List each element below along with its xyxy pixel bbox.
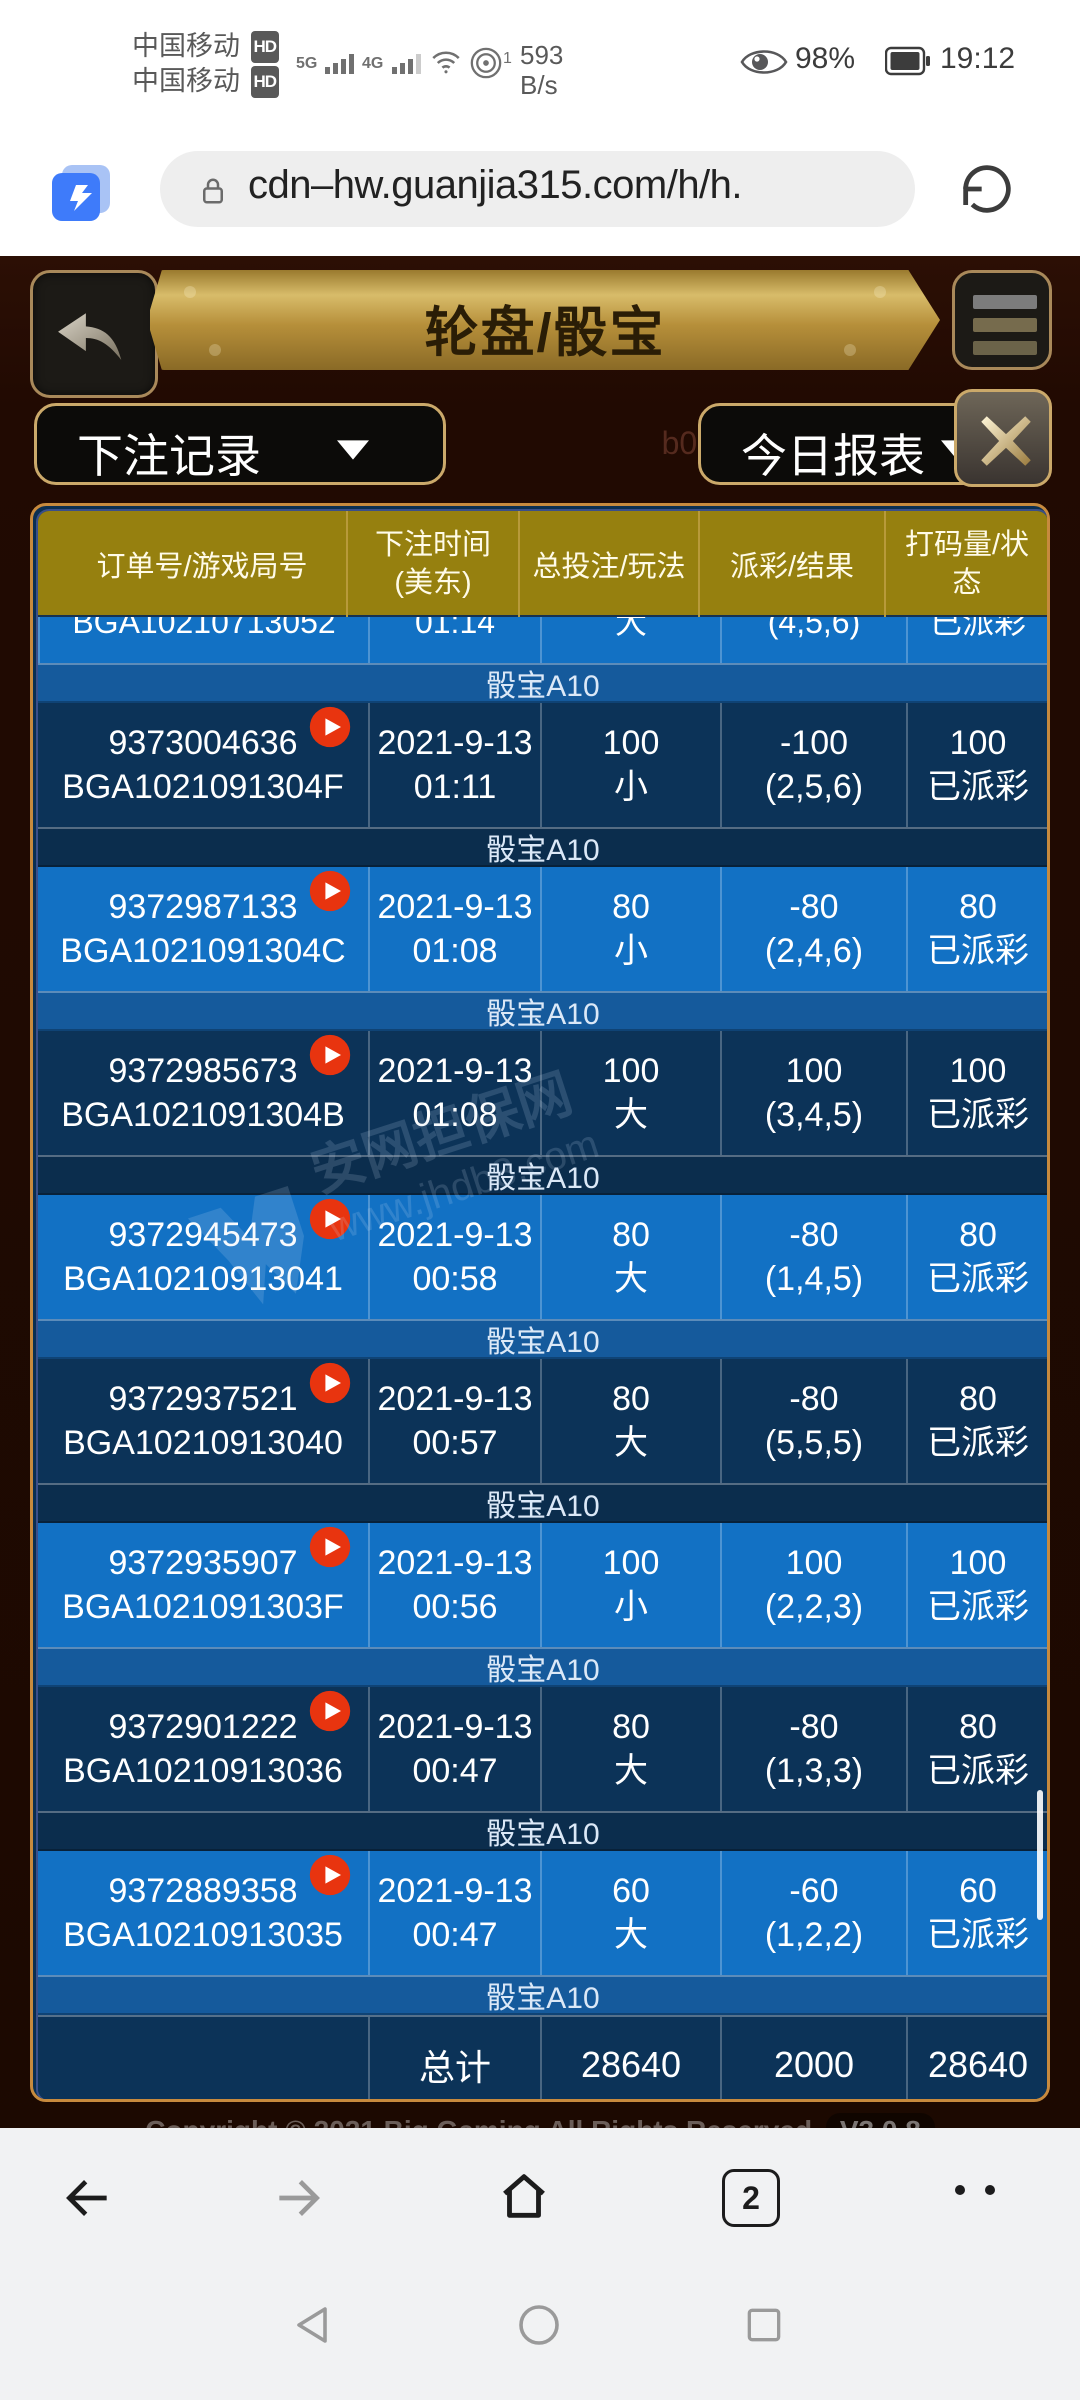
svg-text:4G: 4G	[362, 55, 383, 72]
svg-text:5G: 5G	[296, 55, 317, 72]
